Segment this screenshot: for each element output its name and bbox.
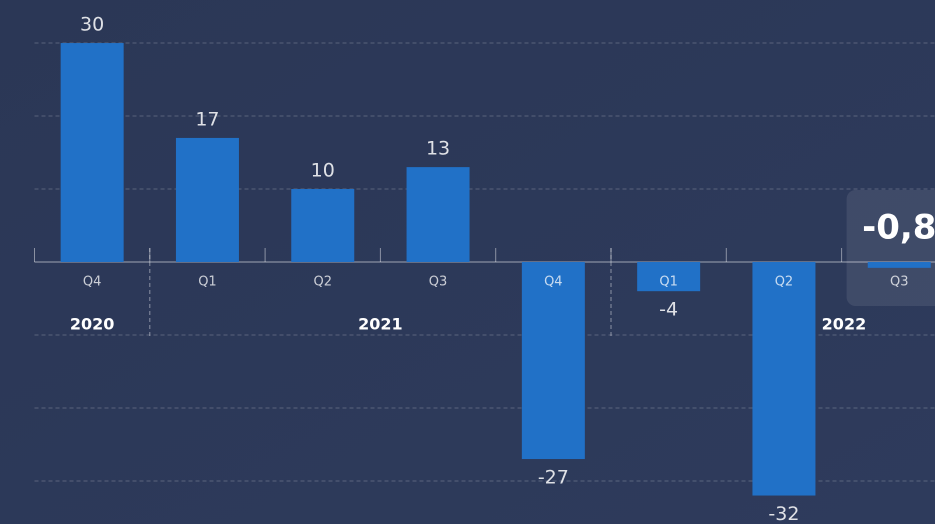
x-tick-label: Q3 — [890, 275, 909, 290]
value-label: -32 — [768, 503, 799, 524]
value-label: 17 — [195, 108, 219, 130]
bar — [867, 262, 931, 268]
x-tick-label: Q1 — [659, 275, 678, 290]
group-label: 2022 — [822, 315, 867, 334]
highlight-box — [846, 190, 935, 306]
x-tick-label: Q4 — [83, 275, 102, 290]
bar — [60, 43, 124, 262]
value-label: -4 — [659, 299, 678, 321]
x-tick-label: Q1 — [198, 275, 217, 290]
x-tick-label: Q2 — [313, 275, 332, 290]
bar — [175, 137, 239, 262]
bar — [291, 189, 355, 262]
bar — [752, 262, 816, 496]
value-label: 30 — [80, 14, 104, 36]
value-label-highlight: -0,8 — [862, 208, 935, 248]
bar — [406, 167, 470, 262]
bar — [521, 262, 585, 460]
group-label: 2021 — [358, 315, 403, 334]
group-label: 2020 — [70, 315, 115, 334]
x-tick-label: Q3 — [429, 275, 448, 290]
x-tick-label: Q2 — [775, 275, 794, 290]
bar — [637, 262, 701, 292]
value-label: 13 — [426, 138, 450, 160]
x-tick-label: Q4 — [544, 275, 563, 290]
value-label: 10 — [311, 160, 335, 182]
value-label: -27 — [538, 467, 569, 489]
plot: Q4 30 Q1 17 Q2 10 Q3 13 Q4 -27 Q1 -4 Q2 -32 Q3 -0,8 2020… — [34, 14, 935, 524]
